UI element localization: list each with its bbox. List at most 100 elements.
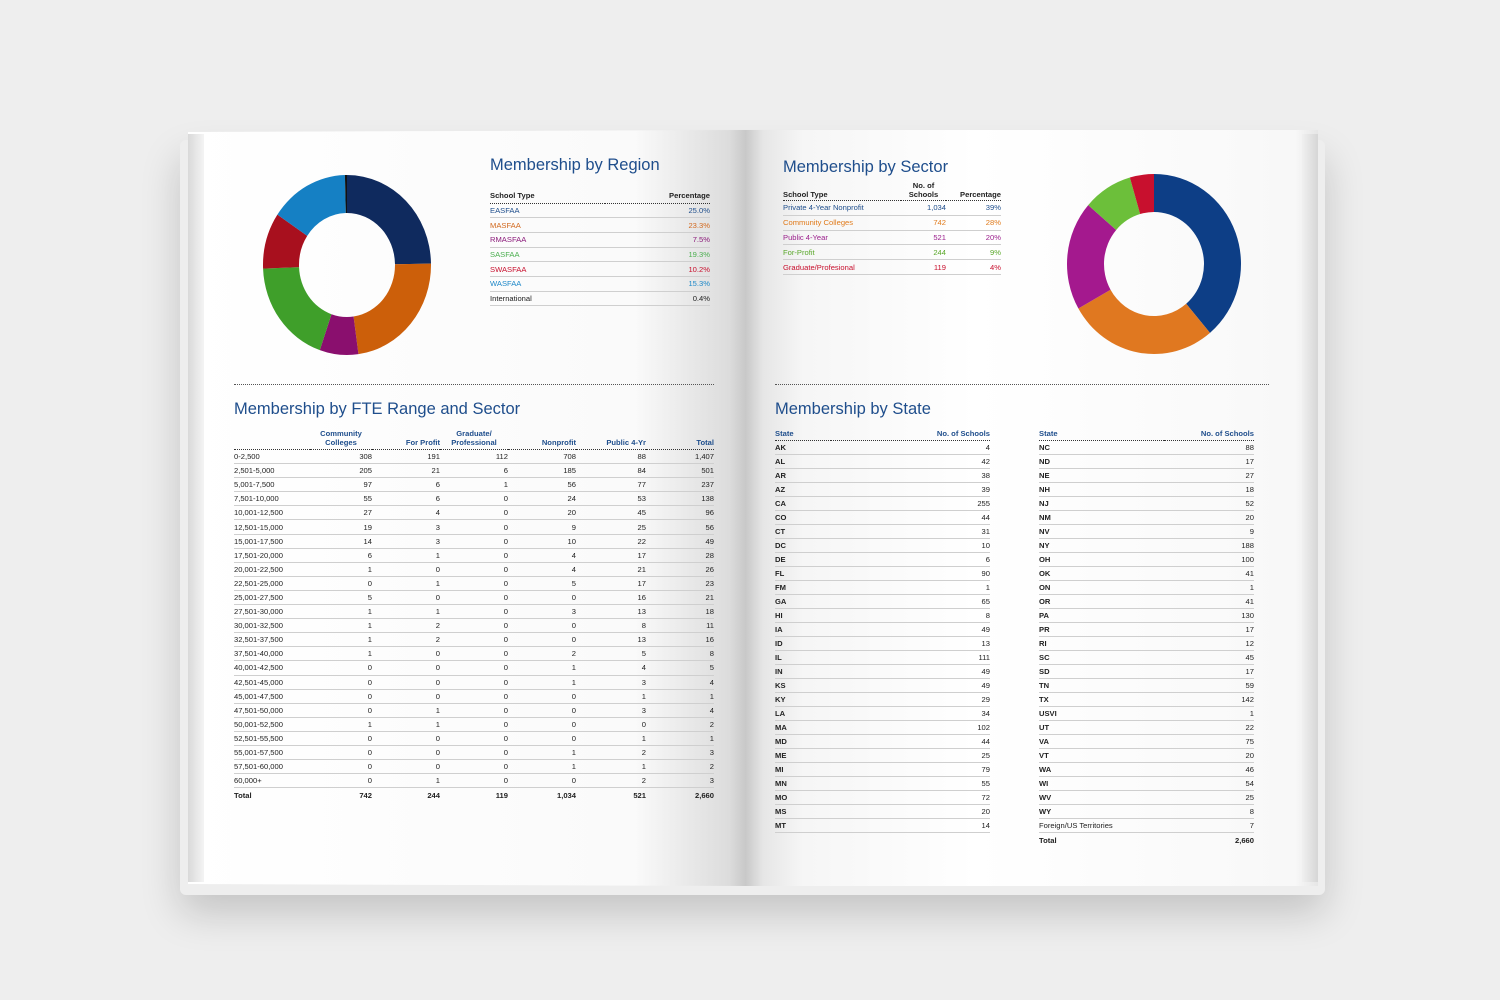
- fte-value: 0: [440, 633, 508, 647]
- fte-row: 22,501-25,000 0 1 0 5 17 23: [234, 576, 714, 590]
- state-row: USVI 1: [1039, 706, 1254, 721]
- fte-value: 0: [508, 717, 576, 731]
- fte-value: 27: [310, 506, 372, 520]
- state-row: OK 41: [1039, 566, 1254, 581]
- sector-donut-chart: [1066, 174, 1241, 354]
- state-row: MD 44: [775, 734, 990, 749]
- fte-value: 1: [310, 647, 372, 661]
- fte-value: 1: [310, 633, 372, 647]
- fte-value: 3: [646, 774, 714, 788]
- fte-value: 0: [440, 689, 508, 703]
- region-row: WASFAA 15.3%: [490, 276, 710, 291]
- state-row: NH 18: [1039, 482, 1254, 497]
- fte-value: 49: [646, 534, 714, 548]
- fte-value: 56: [646, 520, 714, 534]
- state-code: VT: [1039, 748, 1164, 763]
- fte-value: 1: [576, 689, 646, 703]
- region-pct: 19.3%: [605, 247, 710, 262]
- fte-value: 0: [372, 661, 440, 675]
- state-row: MS 20: [775, 804, 990, 819]
- fte-value: 13: [576, 633, 646, 647]
- state-code: OH: [1039, 552, 1164, 567]
- fte-total-value: 1,034: [556, 791, 576, 801]
- state-code: KY: [775, 692, 831, 707]
- fte-value: 191: [372, 450, 440, 464]
- fte-title: Membership by FTE Range and Sector: [234, 400, 521, 418]
- state-code: SD: [1039, 664, 1164, 679]
- state-code: IA: [775, 622, 831, 637]
- state-code: MI: [775, 762, 831, 777]
- sector-row: Community Colleges 742 28%: [783, 215, 1001, 231]
- fte-value: 22: [576, 534, 646, 548]
- state-count: 20: [1163, 510, 1254, 525]
- state-count: 7: [1163, 818, 1254, 833]
- fte-value: 0: [310, 703, 372, 717]
- state-row: WI 54: [1039, 776, 1254, 791]
- fte-value: 0: [310, 731, 372, 745]
- fte-value: 1: [508, 760, 576, 774]
- fte-value: 3: [646, 745, 714, 759]
- fte-value: 0: [508, 633, 576, 647]
- fte-range: 25,001-27,500: [234, 590, 310, 604]
- state-code: NV: [1039, 524, 1164, 539]
- state-row: AZ 39: [775, 482, 990, 497]
- fte-value: 0: [440, 647, 508, 661]
- state-code: KS: [775, 678, 831, 693]
- fte-value: 1: [372, 703, 440, 717]
- state-count: 255: [830, 496, 990, 511]
- fte-row: 10,001-12,500 27 4 0 20 45 96: [234, 506, 714, 520]
- state-count: 90: [830, 566, 990, 581]
- state-count: 1: [830, 580, 990, 595]
- fte-value: 8: [646, 647, 714, 661]
- state-count: 100: [1163, 552, 1254, 567]
- state-count: 49: [830, 664, 990, 679]
- state-count: 9: [1163, 524, 1254, 539]
- fte-header: Total: [646, 430, 714, 450]
- sector-count: 119: [901, 259, 946, 275]
- fte-range: 60,000+: [234, 774, 310, 788]
- fte-value: 0: [508, 590, 576, 604]
- region-name: SASFAA: [490, 247, 605, 262]
- fte-row: 15,001-17,500 14 3 0 10 22 49: [234, 534, 714, 548]
- fte-value: 11: [646, 619, 714, 633]
- state-count: 88: [1163, 440, 1254, 455]
- fte-value: 0: [372, 689, 440, 703]
- fte-range: 57,501-60,000: [234, 760, 310, 774]
- fte-value: 6: [372, 492, 440, 506]
- fte-value: 25: [576, 520, 646, 534]
- state-code: DE: [775, 552, 831, 567]
- state-count: 46: [1163, 762, 1254, 777]
- state-row: ME 25: [775, 748, 990, 763]
- fte-value: 56: [508, 478, 576, 492]
- state-count: 25: [1163, 790, 1254, 805]
- sector-row: Graduate/Profesional 119 4%: [783, 259, 1001, 275]
- state-code: PA: [1039, 608, 1164, 623]
- fte-range: 17,501-20,000: [234, 548, 310, 562]
- fte-value: 0: [310, 675, 372, 689]
- state-row: AR 38: [775, 468, 990, 483]
- state-count: 49: [830, 678, 990, 693]
- fte-row: 45,001-47,500 0 0 0 0 1 1: [234, 689, 714, 703]
- state-row: MN 55: [775, 776, 990, 791]
- right-page-edge: [1302, 134, 1318, 882]
- region-slice-swasfaa: [263, 215, 307, 269]
- state-right-header-count: No. of Schools: [1163, 429, 1254, 441]
- region-name: RMASFAA: [490, 232, 605, 247]
- fte-value: 19: [310, 520, 372, 534]
- state-row: CO 44: [775, 510, 990, 525]
- fte-value: 1: [372, 605, 440, 619]
- region-slice-masfaa: [354, 264, 431, 355]
- region-pct: 0.4%: [605, 291, 710, 306]
- fte-header: For Profit: [372, 430, 440, 450]
- sector-slice-graduate-profesional: [1129, 174, 1154, 215]
- state-left-header-state: State: [775, 429, 831, 441]
- state-count: 49: [830, 622, 990, 637]
- fte-header: Nonprofit: [508, 430, 576, 450]
- state-code: MD: [775, 734, 831, 749]
- fte-value: 96: [646, 506, 714, 520]
- fte-header: Public 4-Yr: [576, 430, 646, 450]
- sector-name: Private 4-Year Nonprofit: [783, 200, 901, 216]
- fte-row: 27,501-30,000 1 1 0 3 13 18: [234, 605, 714, 619]
- state-row: ID 13: [775, 636, 990, 651]
- fte-range: 45,001-47,500: [234, 689, 310, 703]
